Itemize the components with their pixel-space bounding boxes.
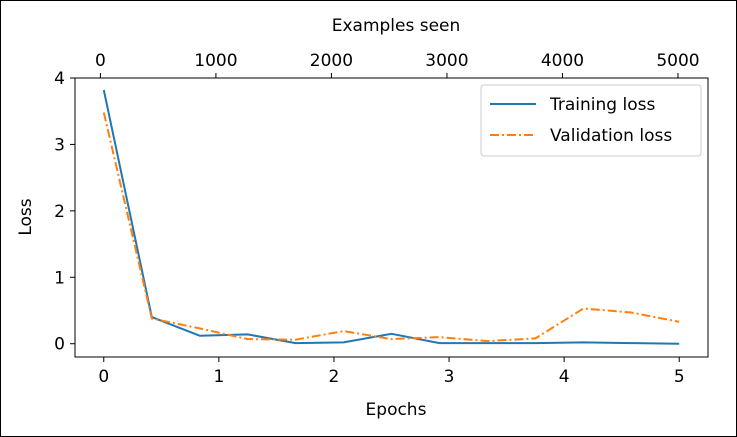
x-tick-label: 5 bbox=[674, 367, 685, 387]
y-tick-label: 1 bbox=[54, 268, 65, 288]
series-layer bbox=[102, 89, 680, 345]
legend-box bbox=[480, 84, 702, 157]
secondary-x-tick-label: 3000 bbox=[425, 51, 468, 71]
y-axis-ticks: 0 1 2 3 4 bbox=[54, 69, 75, 355]
secondary-x-axis-label: Examples seen bbox=[332, 16, 461, 36]
y-tick-label: 3 bbox=[54, 135, 65, 155]
y-tick-label: 4 bbox=[54, 69, 65, 89]
legend: Training loss Validation loss bbox=[480, 84, 702, 157]
secondary-x-axis-ticks: 0 1000 2000 3000 4000 5000 bbox=[95, 51, 700, 78]
secondary-x-tick-label: 2000 bbox=[310, 51, 353, 71]
secondary-x-tick-label: 1000 bbox=[194, 51, 237, 71]
y-axis-label: Loss bbox=[16, 198, 36, 235]
secondary-x-tick-label: 4000 bbox=[541, 51, 584, 71]
series-line-training-loss bbox=[102, 89, 680, 345]
x-axis-label: Epochs bbox=[366, 400, 427, 420]
x-axis-ticks: 0 1 2 3 4 5 bbox=[98, 357, 685, 387]
x-tick-label: 4 bbox=[559, 367, 570, 387]
legend-label-validation-loss: Validation loss bbox=[550, 126, 672, 146]
y-tick-label: 0 bbox=[54, 335, 65, 355]
x-tick-label: 0 bbox=[98, 367, 109, 387]
secondary-x-tick-label: 5000 bbox=[656, 51, 699, 71]
secondary-x-tick-label: 0 bbox=[95, 51, 106, 71]
x-tick-label: 2 bbox=[329, 367, 340, 387]
x-tick-label: 1 bbox=[213, 367, 224, 387]
legend-label-training-loss: Training loss bbox=[549, 95, 655, 115]
series-line-validation-loss bbox=[102, 112, 680, 343]
x-tick-label: 3 bbox=[444, 367, 455, 387]
y-tick-label: 2 bbox=[54, 202, 65, 222]
